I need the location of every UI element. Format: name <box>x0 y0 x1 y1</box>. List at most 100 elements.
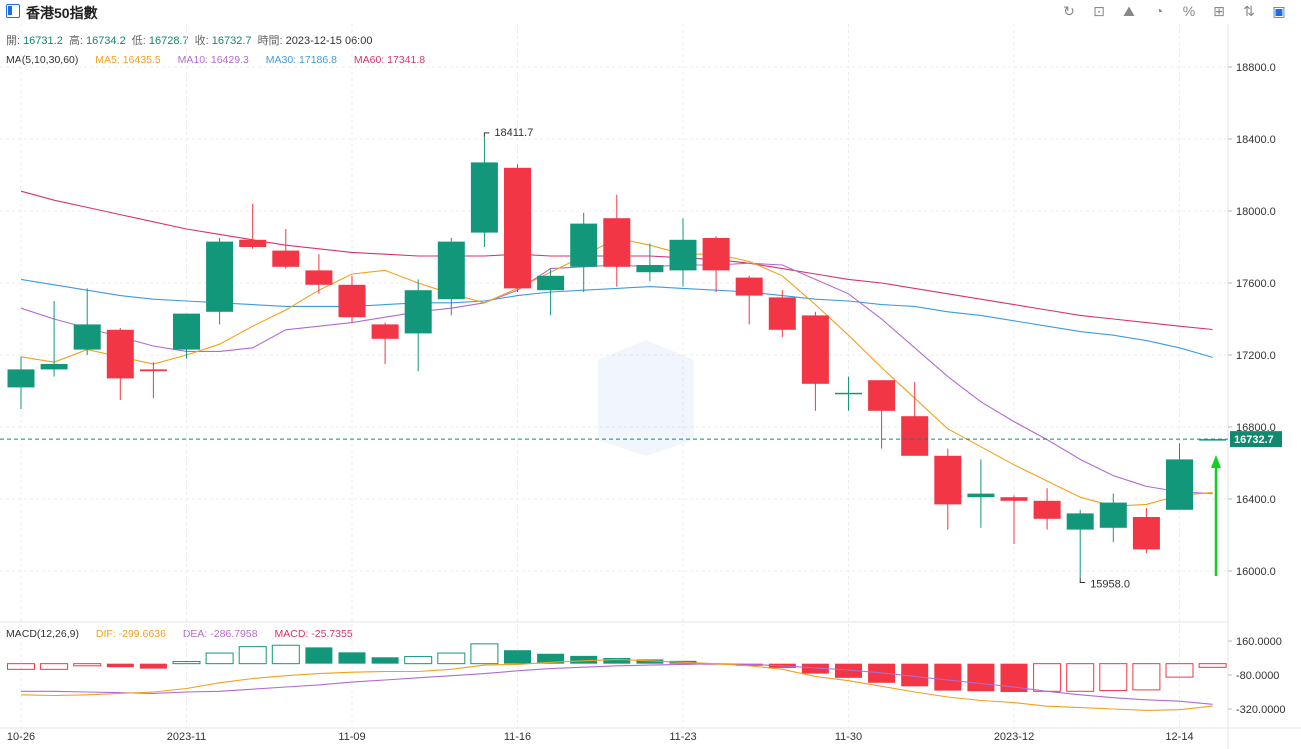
candle-body <box>1199 439 1227 441</box>
watermark-logo <box>598 340 694 456</box>
candle-body <box>206 241 234 312</box>
percent-icon[interactable]: % <box>1182 3 1196 19</box>
low-value: 16728.7 <box>148 35 189 47</box>
grid-icon[interactable]: ⊞ <box>1213 2 1225 19</box>
candle-up <box>1099 493 1127 543</box>
candle-body <box>868 380 896 411</box>
refresh-icon[interactable]: ↻ <box>1063 2 1075 19</box>
candle-up <box>40 301 68 377</box>
max-price-label: 18411.7 <box>494 127 533 139</box>
candle-down <box>1033 488 1061 530</box>
price-tick-label: 16400.0 <box>1236 494 1276 506</box>
candle-up <box>206 238 234 325</box>
candle-body <box>371 324 399 339</box>
candle-body <box>40 364 68 370</box>
macd-bar <box>901 663 929 687</box>
candle-body <box>1000 497 1028 501</box>
macd-bar <box>338 652 366 664</box>
max-marker <box>483 132 490 137</box>
min-marker <box>1079 578 1086 584</box>
candle-down <box>305 254 333 294</box>
price-tick-label: 18000.0 <box>1236 206 1276 218</box>
candle-down <box>272 229 300 269</box>
candle-body <box>305 270 333 285</box>
macd-bar <box>570 655 598 664</box>
macd-bar <box>603 658 631 664</box>
macd-bar <box>1198 663 1227 668</box>
candle-body <box>173 313 200 350</box>
macd-bar <box>404 656 433 665</box>
ohlc-readout: 開: 16731.2 高: 16734.2 低: 16728.7 收: 16732.7 … <box>6 32 375 48</box>
macd-tick-label: 160.0000 <box>1236 636 1282 648</box>
candle-body <box>537 275 565 291</box>
candle-down <box>868 380 896 449</box>
draw-tool-icon[interactable]: ⊡ <box>1093 2 1105 19</box>
macd-bar <box>470 643 499 665</box>
macd-bar <box>967 663 995 692</box>
candle-body <box>7 369 35 388</box>
candle-body <box>735 277 763 296</box>
time-value: 2023-12-15 06:00 <box>285 35 373 47</box>
candle-body <box>338 284 366 318</box>
price-tick-label: 16000.0 <box>1236 566 1276 578</box>
macd-bar <box>1066 663 1095 692</box>
candle-up <box>636 243 664 282</box>
macd-bar <box>238 646 267 665</box>
macd-value-legend: MACD: -25.7355 <box>274 628 353 640</box>
time-tick-label: 12-14 <box>1165 731 1193 743</box>
ma30-legend: MA30: 17186.8 <box>265 54 337 66</box>
macd-tick-label: -320.0000 <box>1236 704 1286 716</box>
pie-icon[interactable]: ◔ <box>1154 3 1164 19</box>
candle-down <box>934 448 962 530</box>
macd-bar <box>271 644 300 665</box>
candle-body <box>934 455 962 505</box>
macd-bar <box>1099 663 1128 692</box>
candle-body <box>106 329 134 379</box>
candle-body <box>702 238 730 271</box>
candle-up <box>835 376 862 411</box>
candle-up <box>7 356 35 409</box>
ma60-legend: MA60: 17341.8 <box>353 54 426 66</box>
chart-type-icon[interactable]: ⛰ <box>1123 2 1135 19</box>
time-tick-label: 11-30 <box>835 731 862 743</box>
symbol-logo-icon <box>6 4 20 18</box>
candle-down <box>504 164 531 292</box>
candle-body <box>73 324 101 350</box>
candle-body <box>504 167 531 289</box>
time-tick-label: 2023-12 <box>994 731 1034 743</box>
time-tick-label: 11-23 <box>669 731 696 743</box>
candle-body <box>901 416 929 456</box>
time-tick-label: 10-26 <box>7 731 35 743</box>
macd-bar <box>371 657 399 664</box>
candle-body <box>570 223 598 267</box>
candle-up <box>437 238 465 316</box>
macd-bar <box>73 663 102 667</box>
min-price-label: 15958.0 <box>1090 579 1130 591</box>
candle-up <box>404 279 432 372</box>
time-tick-label: 11-09 <box>338 731 365 743</box>
dif-legend: DIF: -299.6636 <box>95 628 166 640</box>
candle-body <box>768 297 796 330</box>
sort-icon[interactable]: ⇅ <box>1243 2 1255 19</box>
candle-up <box>73 288 101 355</box>
macd-tick-label: -80.0000 <box>1236 670 1279 682</box>
macd-dif-line <box>20 658 1213 711</box>
candle-body <box>835 392 862 395</box>
time-label: 時間: <box>257 35 283 47</box>
candle-down <box>702 236 730 292</box>
macd-legend-label: MACD(12,26,9) <box>6 628 79 640</box>
macd-bar <box>1132 663 1161 691</box>
time-tick-label: 11-16 <box>504 731 531 743</box>
symbol-title: 香港50指數 <box>26 5 98 21</box>
macd-bar <box>437 652 466 665</box>
candle-body <box>603 218 631 267</box>
candle-up <box>470 136 498 247</box>
candle-down <box>1000 495 1028 544</box>
toolbar: ↻ ⊡ ⛰ ◔ % ⊞ ⇅ ▣ <box>1057 2 1291 20</box>
macd-bar <box>139 663 167 669</box>
last-price-tag <box>1230 431 1282 448</box>
panel-icon[interactable]: ▣ <box>1272 2 1286 19</box>
candle-down <box>768 290 796 337</box>
high-value: 16734.2 <box>85 35 126 47</box>
